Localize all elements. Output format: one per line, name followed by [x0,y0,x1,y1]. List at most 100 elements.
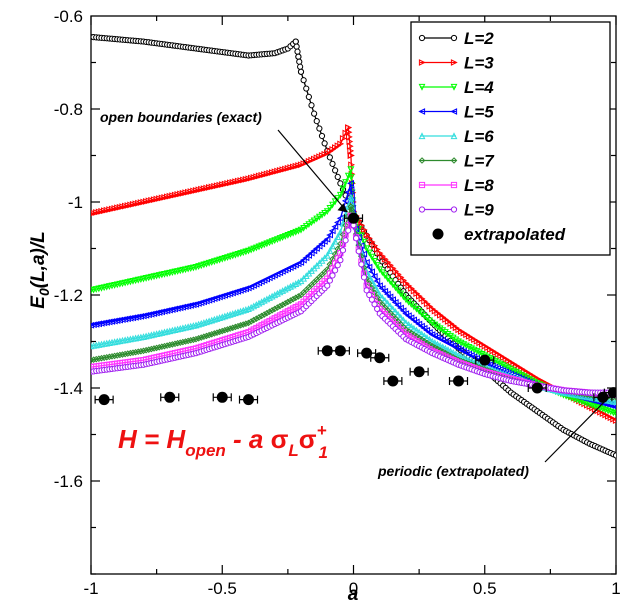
point-l-4 [315,213,323,221]
point-l-4 [302,223,310,230]
point-l-4 [368,253,376,261]
point-l-9 [374,305,381,313]
point-l-7 [247,318,255,325]
point-l-4 [449,334,457,342]
point-l-6 [260,296,268,304]
legend-item-l-8: L=8 [418,176,494,195]
point-l-6 [247,303,255,311]
point-l-4 [339,185,347,193]
legend-marker [450,157,458,164]
point-l-5 [187,302,194,309]
point-l-5 [420,324,428,332]
point-l-6 [405,321,413,328]
y-tick-label: -1.4 [54,379,83,398]
point-l-7 [263,309,271,317]
point-l-5 [344,188,352,196]
legend-label: L=6 [464,127,494,146]
point-l-5 [147,310,155,318]
extrapolated-point [531,382,543,394]
y-axis-title-main: E [28,295,49,309]
legend-item-l-2: L=2 [418,29,494,48]
point-l-4 [434,323,441,331]
point-l-6 [394,310,402,318]
point-l-4 [502,363,510,371]
annotation-line [544,396,610,463]
point-l-7 [192,335,200,343]
point-l-7 [216,328,223,336]
formula-sigma-l-sub: L [288,441,298,460]
point-l-6 [279,287,287,294]
point-l-7 [224,326,231,333]
point-l-7 [197,334,205,341]
point-l-6 [263,295,271,303]
point-l-9 [358,261,365,268]
point-l-4 [518,371,525,379]
point-l-7 [205,331,213,339]
point-l-5 [373,277,381,285]
point-l-5 [386,293,394,301]
point-l-5 [412,318,420,326]
point-l-7 [137,347,145,355]
point-l-5 [302,254,310,262]
point-l-7 [127,349,134,357]
extrapolated-point [607,387,616,399]
point-l-6 [276,288,284,296]
point-l-9 [366,291,373,299]
extrapolated-point [98,394,110,406]
point-l-2 [321,140,328,147]
point-l-7 [134,348,142,356]
point-l-6 [245,305,252,313]
point-l-7 [132,348,139,356]
point-l-7 [276,302,284,310]
point-l-6 [268,292,276,300]
y-tick-label: -1.2 [54,286,83,305]
point-l-4 [331,198,339,206]
point-l-5 [131,313,139,321]
point-l-6 [413,326,420,334]
point-l-5 [158,308,165,316]
point-l-7 [274,304,281,311]
point-l-5 [150,310,158,318]
point-l-2 [296,58,303,65]
point-l-7 [121,350,129,358]
point-l-6 [255,299,263,307]
point-l-5 [145,311,152,319]
legend-marker [450,108,458,115]
point-l-5 [105,318,113,326]
point-l-4 [494,359,502,367]
point-l-7 [187,337,195,344]
point-l-5 [336,214,344,222]
x-tick-label: 1 [611,579,620,598]
point-l-5 [410,316,417,324]
point-l-9 [332,267,339,274]
point-l-7 [253,315,260,323]
point-l-4 [499,362,507,369]
point-l-7 [153,344,160,352]
point-l-5 [394,301,402,309]
point-l-4 [444,330,452,338]
point-l-3 [345,124,352,132]
point-l-5 [376,282,383,290]
point-l-7 [174,339,181,347]
annotation-periodic: periodic (extrapolated) [377,463,529,479]
point-l-3 [347,147,355,155]
point-l-5 [391,299,399,306]
legend-marker [450,59,458,66]
point-l-2 [303,85,310,92]
point-l-5 [318,240,326,248]
point-l-6 [294,278,302,286]
point-l-4 [457,339,465,347]
point-l-5 [397,304,404,312]
point-l-4 [455,338,462,346]
point-l-5 [142,311,150,319]
point-l-7 [289,295,297,303]
point-l-6 [407,322,415,330]
point-l-5 [341,197,349,205]
point-l-4 [313,215,321,223]
legend-marker [450,83,458,91]
point-l-9 [326,277,333,284]
point-l-4 [371,257,378,265]
legend-marker [450,132,458,140]
point-l-3 [346,142,354,150]
point-l-5 [103,319,110,326]
